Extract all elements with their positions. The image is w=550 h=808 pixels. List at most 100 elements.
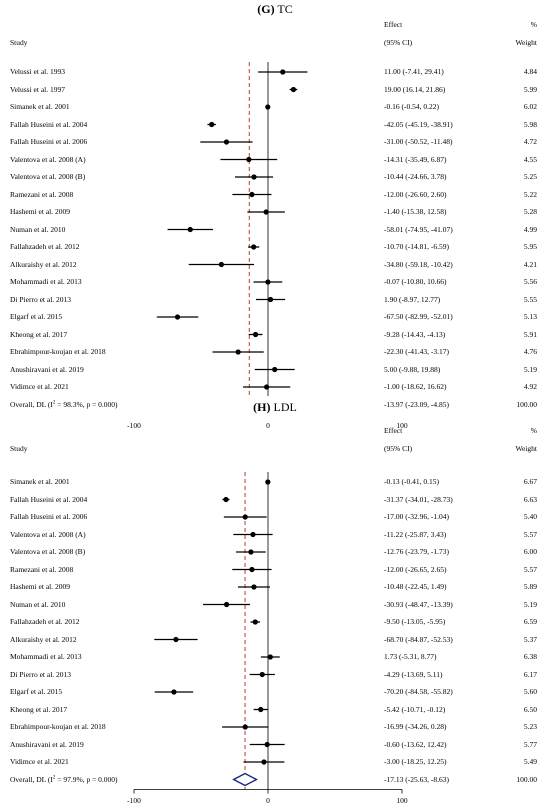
study-name: Simanek et al. 2001 <box>10 102 70 111</box>
study-weight: 4.55 <box>523 154 537 164</box>
study-effect-ci: -58.01 (-74.95, -41.07) <box>384 224 453 234</box>
effect-point <box>263 209 269 215</box>
effect-point <box>290 86 297 93</box>
study-name: Velussi et al. 1997 <box>10 84 65 94</box>
overall-label-sup: 2 <box>52 400 56 405</box>
effect-point <box>251 244 257 250</box>
study-name: Alkuraishy et al. 2012 <box>10 634 77 644</box>
study-weight: 5.89 <box>523 582 537 591</box>
study-name: Fallah Huseini et al. 2004 <box>10 119 88 129</box>
study-name: Alkuraishy et al. 2012 <box>10 259 77 269</box>
overall-effect-ci: -17.13 (-25.63, -8.63) <box>384 774 449 784</box>
study-effect-ci: 1.73 (-5.31, 8.77) <box>384 652 437 661</box>
study-weight: 6.50 <box>523 704 537 714</box>
study-weight: 4.21 <box>523 259 537 269</box>
study-effect-ci: -10.44 (-24.66, 3.78) <box>384 172 447 181</box>
header-study: Study <box>10 38 28 47</box>
study-weight: 4.84 <box>523 67 537 76</box>
study-weight: 5.28 <box>523 207 537 216</box>
study-weight: 6.63 <box>523 494 537 504</box>
effect-point <box>246 156 252 163</box>
study-weight: 5.98 <box>523 119 537 129</box>
overall-label-suffix: = 98.3%, p = 0.000) <box>55 399 118 409</box>
panel-label: (H) <box>253 400 271 414</box>
effect-point <box>264 741 270 748</box>
study-weight: 5.99 <box>523 84 537 94</box>
study-weight: 6.67 <box>523 477 537 486</box>
study-effect-ci: -9.28 (-14.43, -4.13) <box>384 329 446 339</box>
x-tick-label: 100 <box>396 420 408 430</box>
study-name: Mohammadi et al. 2013 <box>10 652 82 661</box>
study-name: Valentova et al. 2008 (B) <box>10 172 86 181</box>
effect-point <box>261 759 267 765</box>
study-name: Hashemi et al. 2009 <box>10 207 70 216</box>
effect-point <box>265 479 271 485</box>
study-name: Fallah Huseini et al. 2004 <box>10 494 88 504</box>
effect-point <box>218 261 224 268</box>
forest-panel-tc: (G) TC Effect% Study (95% CI) Weight Velussi … <box>0 0 550 430</box>
study-name: Valentova et al. 2008 (A) <box>10 154 86 164</box>
study-name: Ramezani et al. 2008 <box>10 564 74 574</box>
study-effect-ci: -9.50 (-13.05, -5.95) <box>384 617 446 626</box>
study-name: Vidimce et al. 2021 <box>10 757 69 766</box>
study-name: Velussi et al. 1993 <box>10 67 65 76</box>
study-weight: 5.60 <box>523 687 537 696</box>
header-ci: (95% CI) <box>384 38 413 47</box>
effect-point <box>171 689 177 695</box>
study-weight: 5.57 <box>523 564 537 574</box>
effect-point <box>251 584 257 590</box>
study-weight: 5.55 <box>523 294 537 304</box>
study-effect-ci: -34.80 (-59.18, -10.42) <box>384 259 453 269</box>
effect-point <box>252 331 259 338</box>
overall-label: Overall, DL (I2 = 97.9%, p = 0.000) <box>10 775 118 784</box>
effect-point <box>251 174 257 180</box>
study-effect-ci: -67.50 (-82.99, -52.01) <box>384 312 453 321</box>
study-name: Ebrahimpour-koujan et al. 2018 <box>10 722 106 731</box>
effect-point <box>235 349 241 355</box>
study-effect-ci: 1.90 (-8.97, 12.77) <box>384 294 441 304</box>
study-weight: 4.76 <box>523 347 537 356</box>
effect-point <box>209 121 215 128</box>
effect-point <box>280 69 286 75</box>
study-effect-ci: 5.00 (-9.88, 19.88) <box>384 364 441 374</box>
study-effect-ci: -14.31 (-35.49, 6.87) <box>384 154 447 164</box>
overall-label-sup: 2 <box>52 775 56 780</box>
study-weight: 6.59 <box>523 617 537 626</box>
study-weight: 5.23 <box>523 722 537 731</box>
study-effect-ci: -16.99 (-34.26, 0.28) <box>384 722 447 731</box>
effect-point <box>174 314 181 320</box>
study-effect-ci: -22.30 (-41.43, -3.17) <box>384 347 449 356</box>
study-weight: 6.17 <box>523 669 537 679</box>
study-name: Elgarf et al. 2015 <box>10 687 63 696</box>
study-effect-ci: -3.00 (-18.25, 12.25) <box>384 757 447 766</box>
study-weight: 5.49 <box>523 757 537 766</box>
study-effect-ci: -11.22 (-25.87, 3.43) <box>384 529 447 539</box>
study-weight: 5.95 <box>523 242 537 251</box>
study-effect-ci: 11.00 (-7.41, 29.41) <box>384 67 444 76</box>
study-name: Fallah Huseini et al. 2006 <box>10 512 88 521</box>
study-effect-ci: -31.37 (-34.01, -28.73) <box>384 494 453 504</box>
study-effect-ci: -10.70 (-14.81, -6.59) <box>384 242 449 251</box>
panel-title: (G) TC <box>0 2 550 17</box>
panel-outcome: LDL <box>273 400 297 414</box>
effect-point <box>267 654 273 660</box>
effect-point <box>267 296 274 303</box>
study-weight: 5.37 <box>523 634 537 644</box>
header-effect: Effect <box>384 20 403 29</box>
study-effect-ci: 19.00 (16.14, 21.86) <box>384 84 446 94</box>
study-effect-ci: -0.60 (-13.62, 12.42) <box>384 739 447 749</box>
study-name: Hashemi et al. 2009 <box>10 582 70 591</box>
overall-label-prefix: Overall, DL (I <box>10 399 53 409</box>
study-weight: 6.38 <box>523 652 537 661</box>
effect-point <box>249 566 255 573</box>
study-weight: 6.00 <box>523 547 537 556</box>
study-weight: 5.13 <box>523 312 537 321</box>
study-name: Numan et al. 2010 <box>10 599 66 609</box>
study-name: Fallahzadeh et al. 2012 <box>10 617 80 626</box>
effect-point <box>252 619 258 625</box>
study-weight: 5.22 <box>523 189 537 199</box>
study-weight: 5.56 <box>523 277 537 286</box>
effect-point <box>248 549 254 555</box>
effect-point <box>173 636 179 643</box>
x-tick-label: 100 <box>396 795 408 805</box>
